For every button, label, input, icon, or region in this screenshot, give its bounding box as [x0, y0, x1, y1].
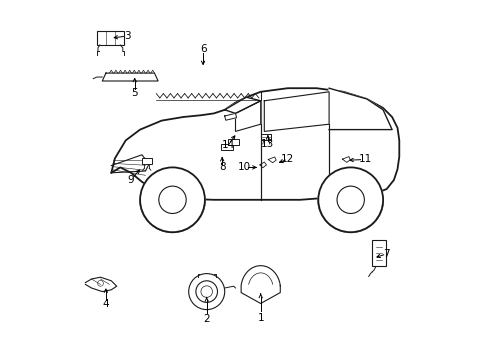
- FancyBboxPatch shape: [142, 158, 152, 164]
- Text: 12: 12: [281, 154, 294, 164]
- Text: 13: 13: [261, 139, 274, 149]
- Polygon shape: [102, 73, 158, 81]
- Polygon shape: [342, 157, 349, 162]
- Circle shape: [140, 167, 204, 232]
- Polygon shape: [268, 157, 276, 163]
- Text: 1: 1: [257, 312, 264, 323]
- Circle shape: [318, 167, 382, 232]
- Text: 3: 3: [124, 31, 131, 41]
- FancyBboxPatch shape: [221, 144, 232, 150]
- Text: 9: 9: [127, 175, 134, 185]
- Text: 10: 10: [238, 162, 250, 172]
- Polygon shape: [224, 113, 236, 120]
- Text: 6: 6: [200, 44, 206, 54]
- Polygon shape: [85, 277, 117, 292]
- FancyBboxPatch shape: [227, 139, 239, 145]
- Text: 2: 2: [203, 314, 209, 324]
- Text: 14: 14: [221, 140, 234, 150]
- Text: 5: 5: [131, 88, 138, 98]
- Polygon shape: [264, 92, 328, 131]
- Text: 11: 11: [358, 154, 371, 165]
- Text: 8: 8: [219, 162, 225, 172]
- Polygon shape: [224, 97, 260, 113]
- Polygon shape: [235, 101, 260, 131]
- Polygon shape: [241, 266, 280, 303]
- Text: 7: 7: [383, 249, 389, 259]
- Polygon shape: [328, 88, 391, 130]
- Text: 4: 4: [102, 299, 109, 309]
